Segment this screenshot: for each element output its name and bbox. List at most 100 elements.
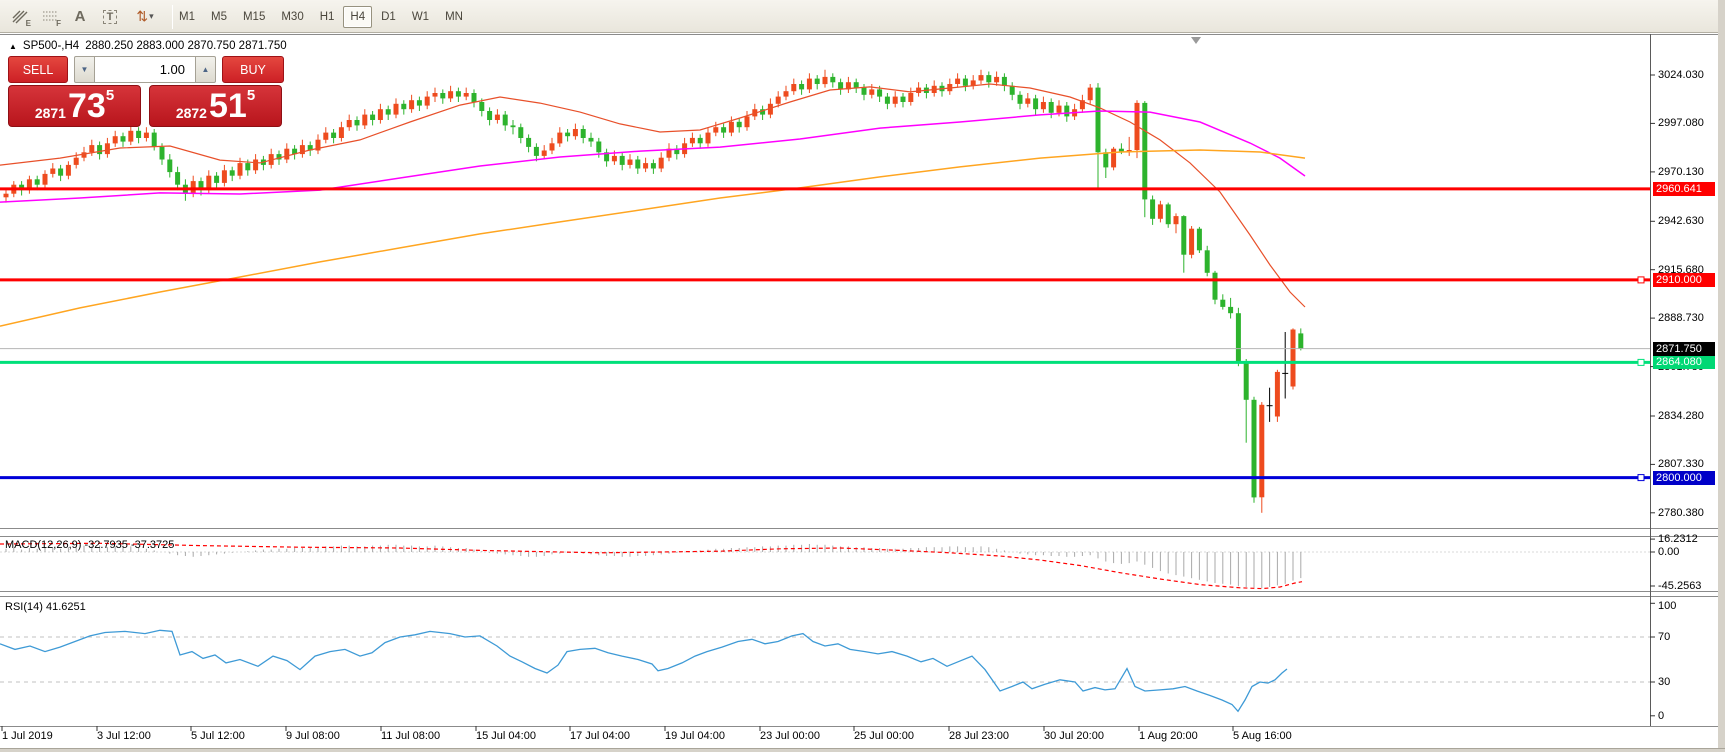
chart-toolbar: E F A T ⇅ ▾ M1 M5 M15 M30 H1 H4 D1 W1 MN xyxy=(0,0,1725,33)
candle-body xyxy=(471,93,477,102)
candle-body xyxy=(159,146,165,160)
dropdown-caret-icon[interactable]: ▾ xyxy=(149,11,154,21)
buy-price-box[interactable]: 2872 51 5 xyxy=(149,85,282,127)
macd-panel-top-border[interactable] xyxy=(0,536,1718,537)
time-tick-label: 3 Jul 12:00 xyxy=(97,730,151,742)
line-drag-handle[interactable] xyxy=(1637,358,1645,366)
candle-body xyxy=(237,163,243,176)
text-box-tool-icon[interactable]: T xyxy=(96,4,124,30)
volume-increase-button[interactable]: ▲ xyxy=(195,56,216,83)
candle-body xyxy=(253,159,259,171)
candle-body xyxy=(736,121,742,128)
time-tick-label: 1 Jul 2019 xyxy=(2,730,53,742)
candle-body xyxy=(533,146,539,156)
candle-body xyxy=(354,120,360,126)
sell-button[interactable]: SELL xyxy=(8,56,68,83)
candle-body xyxy=(1064,105,1070,117)
macd-axis-label: 0.00 xyxy=(1658,546,1680,558)
grid-properties-tool-icon[interactable]: F xyxy=(36,4,64,30)
timeframe-button-W1[interactable]: W1 xyxy=(411,10,430,23)
candle-body xyxy=(42,173,48,185)
macd-panel-bottom-border[interactable] xyxy=(0,591,1718,592)
candle-body xyxy=(588,137,594,142)
candle-body xyxy=(370,114,376,120)
timeframe-button-M15[interactable]: M15 xyxy=(242,10,266,23)
candle-body xyxy=(666,148,672,158)
candle-body xyxy=(1009,85,1015,95)
candle-body xyxy=(916,87,922,93)
candle-body xyxy=(822,76,828,85)
candle-body xyxy=(970,80,976,86)
ohlc-readout: 2880.250 2883.000 2870.750 2871.750 xyxy=(85,40,287,52)
timeframe-button-M1[interactable]: M1 xyxy=(179,10,195,23)
rsi-line xyxy=(0,629,1288,713)
price-tick-label: 2942.630 xyxy=(1658,215,1704,227)
candle-body xyxy=(674,148,680,155)
timeframe-button-M30[interactable]: M30 xyxy=(281,10,304,23)
candle-body xyxy=(1150,199,1156,219)
arrange-objects-tool-icon[interactable]: ⇅ ▾ xyxy=(126,4,164,30)
window-bottom-edge xyxy=(0,748,1725,752)
timeframe-button-D1[interactable]: D1 xyxy=(381,10,396,23)
current-price-label: 2871.750 xyxy=(1653,342,1715,356)
candle-body xyxy=(658,157,664,169)
candle-body xyxy=(689,137,695,144)
timeframe-button-MN[interactable]: MN xyxy=(445,10,463,23)
candle-body xyxy=(1220,299,1226,307)
candle-body xyxy=(112,136,118,144)
collapse-triangle-icon[interactable]: ▲ xyxy=(9,41,17,51)
candle-body xyxy=(1040,102,1046,110)
candle-body xyxy=(1274,371,1280,417)
sell-price-big-digits: 73 xyxy=(67,87,106,125)
line-drag-handle[interactable] xyxy=(1637,276,1645,284)
price-tick-label: 2970.130 xyxy=(1658,166,1704,178)
rsi-panel-top-border[interactable] xyxy=(0,596,1718,597)
candle-body xyxy=(463,93,469,97)
volume-input[interactable] xyxy=(95,56,195,83)
candle-body xyxy=(448,91,454,99)
price-axis-border[interactable] xyxy=(1650,34,1651,726)
candle-body xyxy=(393,103,399,115)
rsi-indicator-label: RSI(14) 41.6251 xyxy=(5,601,86,613)
moving-average-slow xyxy=(0,149,1306,327)
candle-body xyxy=(806,78,812,90)
timeframe-button-M5[interactable]: M5 xyxy=(210,10,227,23)
volume-decrease-button[interactable]: ▼ xyxy=(74,56,95,83)
macd-axis-label: -45.2563 xyxy=(1658,580,1702,592)
timeframe-button-H1[interactable]: H1 xyxy=(319,10,335,23)
candle-body xyxy=(744,116,750,128)
candle-body xyxy=(1259,404,1265,498)
timeframe-button-H4[interactable]: H4 xyxy=(343,5,373,28)
candle-body xyxy=(221,170,227,183)
candle-body xyxy=(861,87,867,95)
candle-body xyxy=(245,163,251,171)
candle-body xyxy=(401,103,407,110)
candle-body xyxy=(1048,102,1054,113)
sell-price-box[interactable]: 2871 73 5 xyxy=(8,85,141,127)
textbox-tool-glyph: T xyxy=(102,9,118,24)
toolbar-separator xyxy=(172,4,173,29)
candle-body xyxy=(167,159,173,173)
candle-body xyxy=(175,172,181,185)
candle-body xyxy=(315,139,321,151)
candle-body xyxy=(814,78,820,84)
candle-body xyxy=(276,154,282,160)
buy-button[interactable]: BUY xyxy=(222,56,284,83)
line-drag-handle[interactable] xyxy=(1637,474,1645,482)
main-panel-bottom-border[interactable] xyxy=(0,528,1718,529)
text-label-tool-icon[interactable]: A xyxy=(66,4,94,30)
buy-price-pip-digit: 5 xyxy=(246,87,256,104)
candle-body xyxy=(1001,76,1007,86)
candle-body xyxy=(284,148,290,160)
candle-body xyxy=(416,100,422,106)
candle-body xyxy=(97,145,103,155)
tool-sub-label: F xyxy=(56,18,61,28)
candle-body xyxy=(978,75,984,81)
chart-shift-marker-icon[interactable] xyxy=(1191,37,1201,44)
crosshair-draw-tool-icon[interactable]: E xyxy=(6,4,34,30)
candle-body xyxy=(1228,306,1234,314)
candle-body xyxy=(440,93,446,99)
candle-body xyxy=(1118,148,1124,152)
candle-body xyxy=(994,76,1000,83)
